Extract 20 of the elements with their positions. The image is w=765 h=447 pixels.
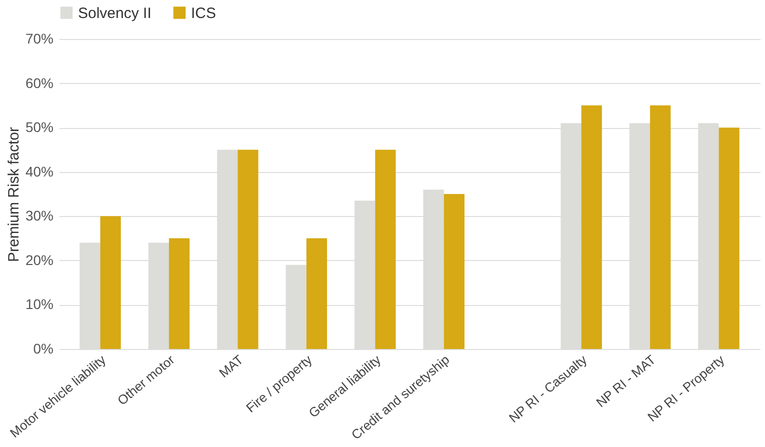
bar	[650, 105, 671, 349]
y-tick-label: 0%	[33, 340, 54, 356]
bar	[718, 128, 740, 349]
bar	[444, 194, 464, 349]
y-tick-label: 30%	[25, 208, 54, 224]
bar	[100, 216, 121, 349]
bar	[238, 150, 258, 349]
bar	[168, 238, 190, 349]
y-tick-label: 20%	[25, 252, 54, 268]
legend-label: Solvency II	[78, 4, 152, 22]
y-tick-label: 10%	[25, 296, 54, 312]
bar	[375, 150, 396, 349]
legend-label: ICS	[191, 4, 216, 22]
y-tick-label: 50%	[25, 119, 54, 136]
bar	[306, 238, 328, 349]
y-tick-label: 40%	[25, 163, 54, 180]
bar	[581, 105, 602, 349]
y-tick-label: 60%	[25, 74, 54, 91]
y-axis-title: Premium Risk factor	[5, 126, 22, 262]
y-tick-label: 70%	[25, 30, 54, 46]
